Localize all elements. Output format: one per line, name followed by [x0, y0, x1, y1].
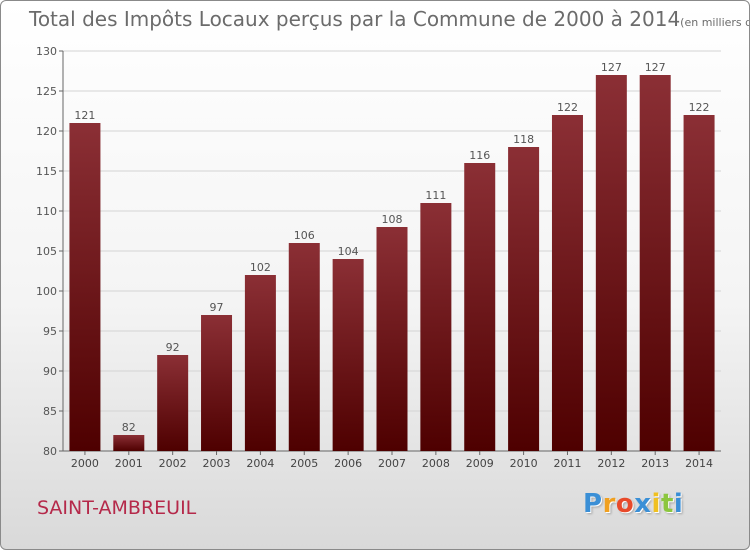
- data-label: 127: [601, 61, 622, 74]
- chart-unit-note: (en milliers d'€): [680, 16, 749, 29]
- bar: [639, 75, 671, 451]
- x-tick-label: 2013: [641, 457, 669, 470]
- data-label: 122: [557, 101, 578, 114]
- bar: [420, 203, 452, 451]
- x-tick-label: 2009: [466, 457, 494, 470]
- logo-letter: i: [651, 489, 661, 519]
- data-label: 122: [689, 101, 710, 114]
- x-tick-label: 2004: [246, 457, 274, 470]
- y-tick-label: 105: [36, 245, 57, 258]
- y-tick-label: 130: [36, 45, 57, 58]
- data-label: 102: [250, 261, 271, 274]
- bar: [113, 435, 145, 451]
- y-tick-label: 95: [43, 325, 57, 338]
- y-tick-label: 110: [36, 205, 57, 218]
- y-tick-label: 80: [43, 445, 57, 458]
- logo-letter: r: [602, 489, 616, 519]
- x-tick-label: 2000: [71, 457, 99, 470]
- bar: [595, 75, 627, 451]
- bar: [551, 115, 583, 451]
- data-label: 92: [166, 341, 180, 354]
- data-label: 118: [513, 133, 534, 146]
- x-tick-label: 2008: [422, 457, 450, 470]
- data-label: 111: [425, 189, 446, 202]
- bars: [69, 75, 715, 451]
- bar: [464, 163, 496, 451]
- bar: [508, 147, 540, 451]
- data-label: 104: [338, 245, 359, 258]
- chart-title-block: Total des Impôts Locaux perçus par la Co…: [29, 7, 749, 31]
- bar: [288, 243, 320, 451]
- labels: 121 2000 82 2001 92 2002 97 2003 102 2004 106 2005 1…: [71, 61, 713, 470]
- proxiti-logo[interactable]: Proxiti: [583, 489, 683, 519]
- y-tick-label: 115: [36, 165, 57, 178]
- x-tick-label: 2011: [553, 457, 581, 470]
- x-tick-label: 2014: [685, 457, 713, 470]
- x-tick-label: 2001: [115, 457, 143, 470]
- bar: [201, 315, 233, 451]
- data-label: 97: [210, 301, 224, 314]
- y-tick-label: 90: [43, 365, 57, 378]
- chart-title: Total des Impôts Locaux perçus par la Co…: [29, 7, 681, 31]
- y-tick-label: 100: [36, 285, 57, 298]
- data-label: 108: [382, 213, 403, 226]
- x-tick-label: 2003: [203, 457, 231, 470]
- logo-letter: x: [634, 489, 652, 519]
- data-label: 121: [74, 109, 95, 122]
- bar: [376, 227, 408, 451]
- commune-name: SAINT-AMBREUIL: [37, 497, 197, 519]
- x-tick-label: 2006: [334, 457, 362, 470]
- data-label: 127: [645, 61, 666, 74]
- x-tick-label: 2007: [378, 457, 406, 470]
- data-label: 116: [469, 149, 490, 162]
- bar: [683, 115, 715, 451]
- bar: [332, 259, 364, 451]
- x-tick-label: 2002: [159, 457, 187, 470]
- logo-letter: o: [615, 489, 635, 519]
- y-tick-label: 120: [36, 125, 57, 138]
- data-label: 82: [122, 421, 136, 434]
- y-tick-label: 125: [36, 85, 57, 98]
- y-tick-label: 85: [43, 405, 57, 418]
- bar: [244, 275, 276, 451]
- data-label: 106: [294, 229, 315, 242]
- x-tick-label: 2005: [290, 457, 318, 470]
- bar: [157, 355, 189, 451]
- x-tick-label: 2012: [597, 457, 625, 470]
- logo-letter: i: [673, 489, 684, 519]
- bar: [69, 123, 101, 451]
- x-tick-label: 2010: [510, 457, 538, 470]
- logo-letter: P: [583, 489, 603, 519]
- logo-letter: t: [660, 489, 674, 519]
